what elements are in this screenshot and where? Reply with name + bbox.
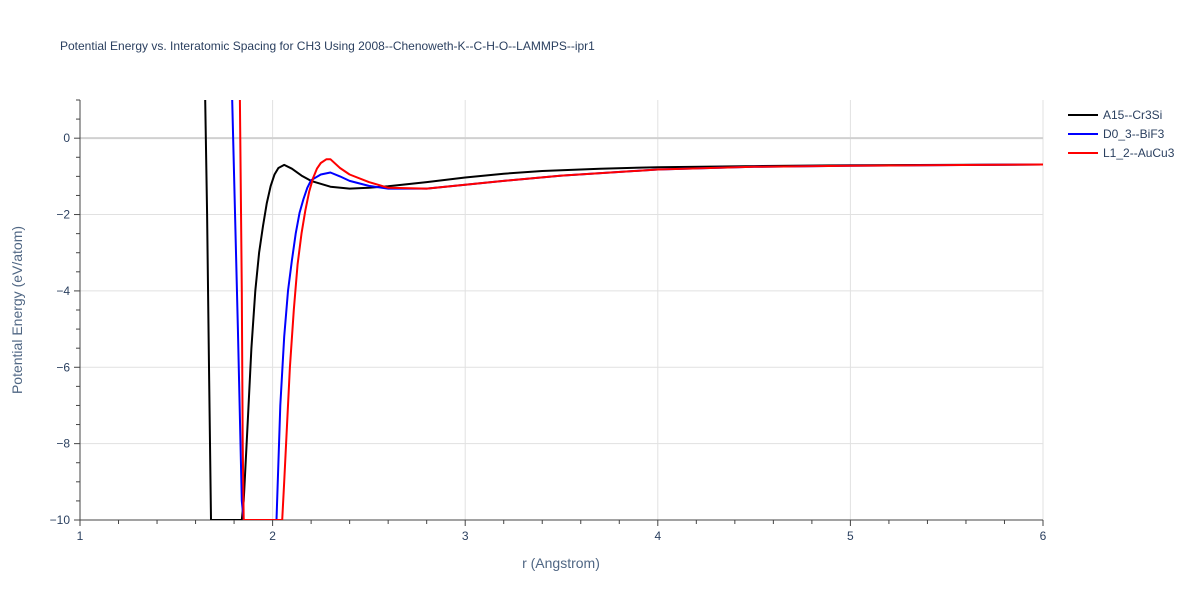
y-tick-label: −2 [56, 208, 70, 222]
legend: A15--Cr3Si D0_3--BiF3 L1_2--AuCu3 [1068, 108, 1175, 160]
legend-label-2: D0_3--BiF3 [1103, 127, 1165, 141]
y-tick-label: 0 [63, 131, 70, 145]
x-tick-label: 5 [847, 529, 854, 543]
plot-area [204, 100, 1043, 520]
x-tick-label: 1 [77, 529, 84, 543]
y-axis-title: Potential Energy (eV/atom) [9, 226, 25, 394]
legend-label-1: A15--Cr3Si [1103, 108, 1162, 122]
series-line-3 [238, 100, 1043, 520]
y-tick-label: −4 [56, 284, 70, 298]
series-line-1 [204, 100, 1043, 520]
x-axis-title: r (Angstrom) [522, 555, 600, 571]
y-tick-label: −6 [56, 360, 70, 374]
x-tick-label: 4 [654, 529, 661, 543]
x-tick-label: 6 [1040, 529, 1047, 543]
chart-title: Potential Energy vs. Interatomic Spacing… [60, 39, 595, 53]
y-tick-label: −8 [56, 437, 70, 451]
legend-label-3: L1_2--AuCu3 [1103, 146, 1175, 160]
x-tick-label: 3 [462, 529, 469, 543]
tick-labels: 1 2 3 4 5 6 0 −2 −4 −6 −8 −10 [50, 131, 1047, 543]
x-tick-label: 2 [269, 529, 276, 543]
y-tick-label: −10 [50, 513, 71, 527]
